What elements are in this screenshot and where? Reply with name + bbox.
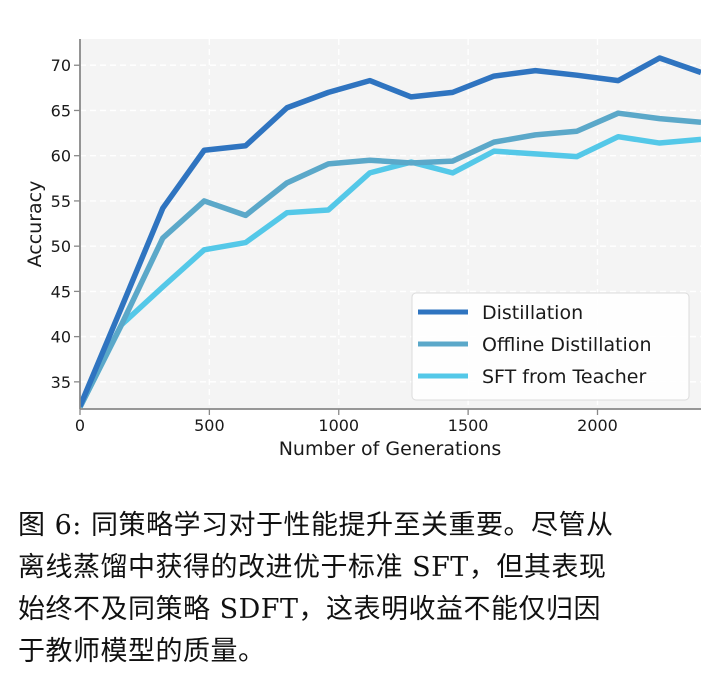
x-tick-label: 2000 <box>577 416 618 435</box>
series-lines <box>80 55 701 409</box>
grid-lines <box>79 39 701 409</box>
y-tick-label: 65 <box>51 101 71 120</box>
y-axis-label: Accuracy <box>24 181 46 268</box>
x-axis-label: Number of Generations <box>279 438 502 460</box>
x-tick-label: 1500 <box>448 416 489 435</box>
legend-box <box>411 292 690 401</box>
caption-line: 图 6: 同策略学习对于性能提升至关重要。尽管从 <box>18 510 614 541</box>
series-line-sft-from-teacher <box>80 133 701 409</box>
legend-label-offline-distillation: Offline Distillation <box>482 334 652 356</box>
caption-line: 于教师模型的质量。 <box>18 636 266 667</box>
legend-label-distillation: Distillation <box>482 302 583 324</box>
y-axis-ticks: 35 40 45 50 55 60 65 70 <box>51 56 80 392</box>
figure-caption: 图 6: 同策略学习对于性能提升至关重要。尽管从 离线蒸馏中获得的改进优于标准 … <box>18 505 718 673</box>
legend: Distillation Offline Distillation SFT from… <box>411 292 690 401</box>
x-tick-label: 1000 <box>318 416 359 435</box>
y-tick-label: 40 <box>51 328 71 347</box>
y-tick-label: 55 <box>51 192 71 211</box>
y-tick-label: 45 <box>51 282 71 301</box>
caption-line: 离线蒸馏中获得的改进优于标准 SFT，但其表现 <box>18 552 607 583</box>
legend-label-sft-from-teacher: SFT from Teacher <box>482 366 646 388</box>
series-line-distillation <box>80 55 701 408</box>
y-tick-label: 35 <box>51 373 71 392</box>
accuracy-line-chart: 35 40 45 50 55 60 65 70 0 500 1000 1500 2000 Number… <box>24 39 701 460</box>
caption-line: 始终不及同策略 SDFT，这表明收益不能仅归因 <box>18 594 601 625</box>
x-tick-label: 500 <box>194 416 225 435</box>
y-tick-label: 70 <box>51 56 71 75</box>
y-tick-label: 60 <box>51 147 71 166</box>
x-axis-ticks: 0 500 1000 1500 2000 <box>75 409 618 435</box>
x-tick-label: 0 <box>75 416 85 435</box>
series-line-offline-distillation <box>80 110 701 409</box>
y-tick-label: 50 <box>51 237 71 256</box>
